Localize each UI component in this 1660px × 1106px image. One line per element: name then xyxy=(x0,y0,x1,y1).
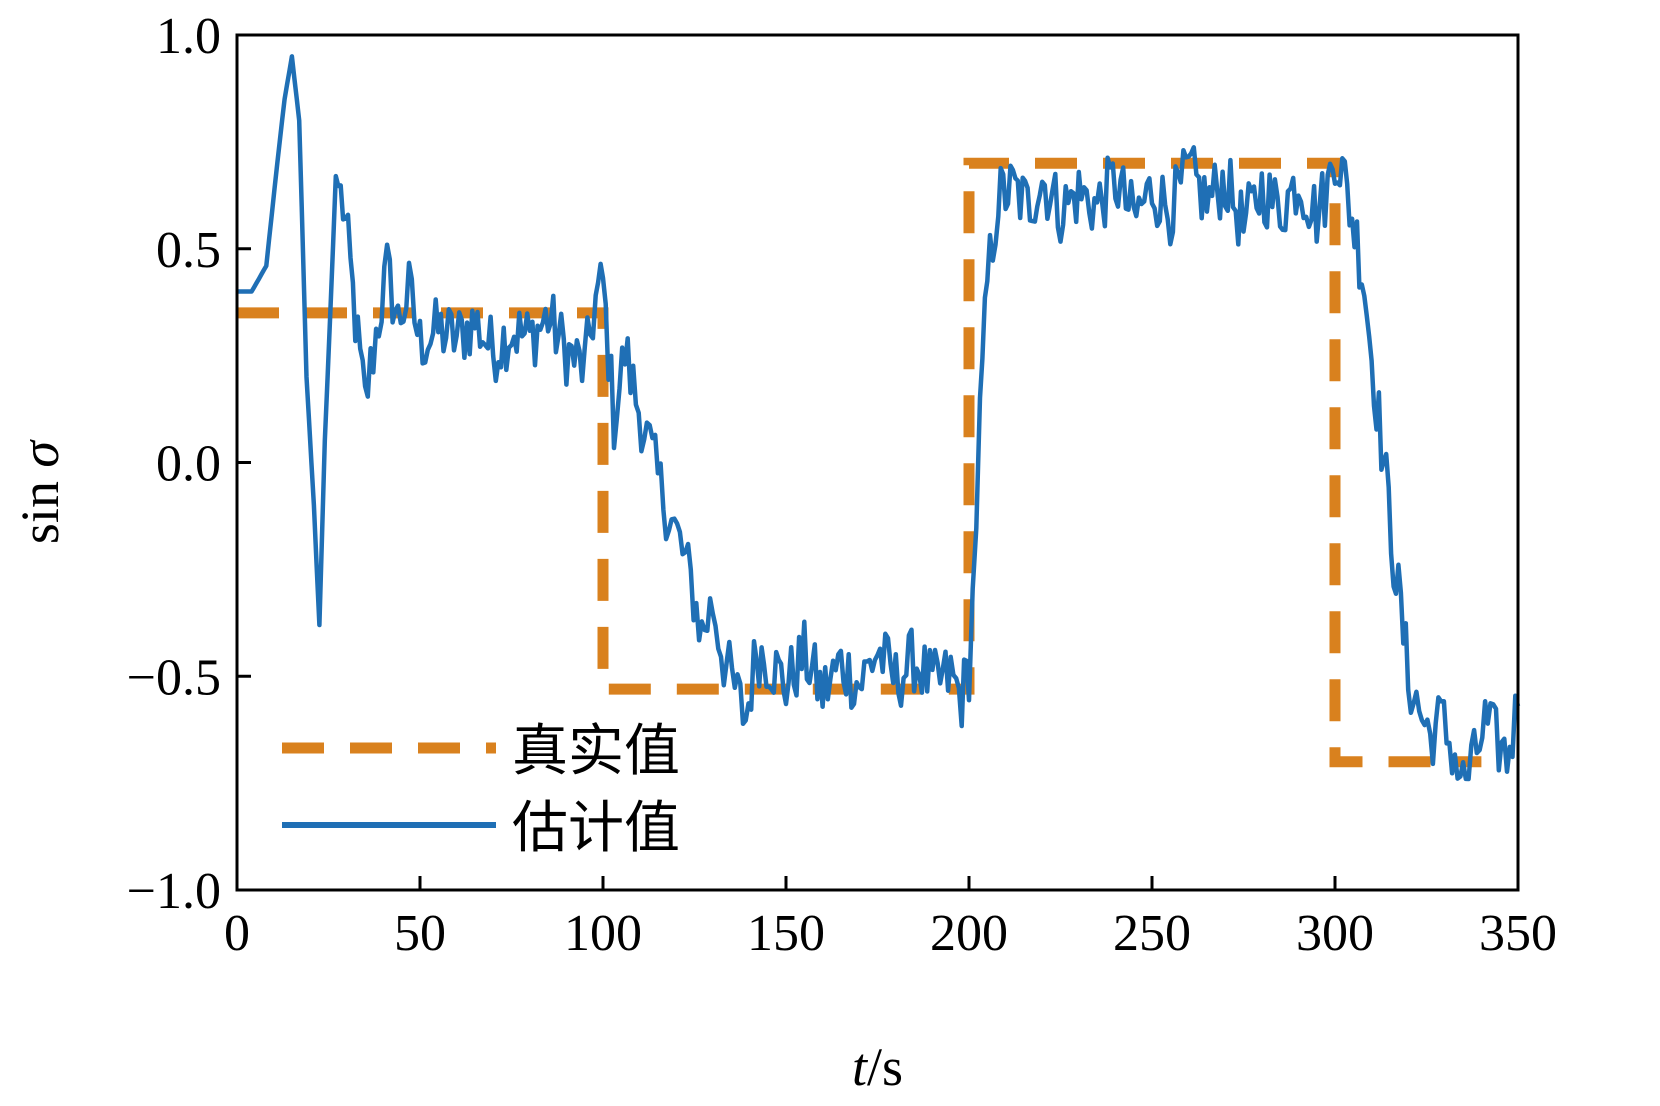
y-axis-label-variable: σ xyxy=(10,439,70,468)
y-tick-label: 0.5 xyxy=(156,222,221,279)
series-line-estimated-value xyxy=(237,54,1521,782)
legend-label-true-value: 真实值 xyxy=(512,719,680,784)
y-axis-label: sin σ xyxy=(10,439,70,545)
series-line-true-value xyxy=(237,157,1482,768)
plot-frame xyxy=(235,33,1520,892)
y-tick-label: −0.5 xyxy=(127,649,221,706)
y-tick-label: −1.0 xyxy=(127,863,221,920)
x-tick-label: 300 xyxy=(1296,905,1374,962)
x-tick-label: 50 xyxy=(394,905,446,962)
legend: 真实值 估计值 xyxy=(282,719,680,861)
series-layer xyxy=(237,54,1521,782)
y-tick-label: 1.0 xyxy=(156,8,221,65)
x-tick-label: 0 xyxy=(224,905,250,962)
x-axis-label-unit: /s xyxy=(867,1037,903,1097)
x-tick-label: 250 xyxy=(1113,905,1191,962)
legend-label-estimated-value: 估计值 xyxy=(512,796,680,861)
x-tick-label: 150 xyxy=(747,905,825,962)
x-tick-label: 350 xyxy=(1479,905,1557,962)
x-tick-label: 100 xyxy=(564,905,642,962)
x-tick-labels: 0 50 100 150 200 250 300 350 xyxy=(224,905,1557,962)
y-tick-labels: 1.0 0.5 0.0 −0.5 −1.0 xyxy=(127,8,221,920)
x-axis-label-variable: t xyxy=(852,1037,869,1097)
y-tick-label: 0.0 xyxy=(156,436,221,493)
x-tick-label: 200 xyxy=(930,905,1008,962)
y-axis-label-function: sin xyxy=(10,468,70,545)
x-axis-label: t/s xyxy=(852,1037,903,1097)
